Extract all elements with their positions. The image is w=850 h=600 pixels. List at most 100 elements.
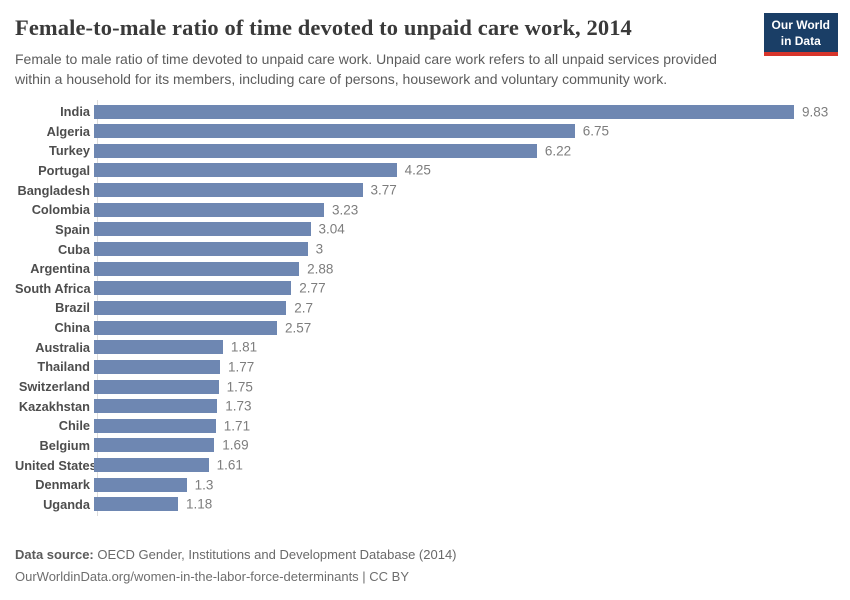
owid-logo[interactable]: Our World in Data [763,13,838,57]
country-label: Uganda [43,496,90,512]
country-label: Bangladesh [17,182,90,198]
bar-value-label: 1.71 [223,418,251,434]
bar-track: 1.69 [94,437,835,453]
bar-value-label: 1.73 [225,398,252,414]
bar-track: 1.75 [94,379,835,395]
country-label: Australia [35,339,90,355]
bar [94,261,300,276]
bar-row: Australia 1.81 [15,337,835,357]
bar [94,242,308,257]
owid-url-link[interactable]: OurWorldinData.org/women-in-the-labor-fo… [15,569,410,584]
bar-track: 1.71 [94,418,835,434]
bar-value-label: 2.7 [294,300,314,316]
bar-value-label: 2.88 [307,261,334,277]
bar-track: 3.04 [94,221,835,237]
bar-track: 2.77 [94,280,835,296]
bar [94,281,292,296]
bar-row: Colombia 3.23 [15,200,835,220]
bar [94,438,215,453]
bar-row: Thailand 1.77 [15,357,835,377]
bar-track: 6.22 [94,143,835,159]
bar-value-label: 2.57 [285,320,312,336]
bar-track: 1.61 [94,457,835,473]
country-label: Kazakhstan [18,398,90,414]
bar-value-label: 6.22 [544,143,572,159]
bar-value-label: 3.23 [332,202,359,218]
country-label: Argentina [30,261,90,277]
bar-row: Brazil 2.7 [15,298,835,318]
bar [94,477,187,492]
bar [94,300,287,315]
bar-track: 2.57 [94,320,835,336]
bar-row: Denmark 1.3 [15,475,835,495]
bar-value-label: 4.25 [404,162,431,178]
bar [94,379,219,394]
bar-row: Kazakhstan 1.73 [15,396,835,416]
bar-track: 1.18 [94,496,835,512]
bar-value-label: 1.18 [186,496,213,512]
bar-row: Chile 1.71 [15,416,835,436]
country-label: Belgium [39,437,90,453]
bar-row: Switzerland 1.75 [15,377,835,397]
bar [94,418,216,433]
bar-value-label: 6.75 [582,123,609,139]
bar-row: Turkey 6.22 [15,141,835,161]
bar-track: 3 [94,241,835,257]
chart-footer: Data source: OECD Gender, Institutions a… [15,544,457,588]
bar-chart: India 9.83 Algeria 6.75 Turkey 6.22 Port… [15,99,835,517]
owid-logo-line2: in Data [780,33,821,48]
bar-value-label: 3 [315,241,324,257]
bar-track: 1.77 [94,359,835,375]
bar [94,183,363,198]
country-label: Spain [55,221,90,237]
bar-track: 3.77 [94,183,835,198]
bar-value-label: 1.75 [226,379,253,395]
bar-row: Uganda 1.18 [15,495,835,515]
country-label: Thailand [37,359,90,375]
country-label: United States [15,457,97,473]
bar [94,124,575,139]
bar-row: Cuba 3 [15,239,835,259]
data-source-line: Data source: OECD Gender, Institutions a… [15,544,457,566]
bar-row: Spain 3.04 [15,220,835,240]
bar-value-label: 1.81 [230,339,258,355]
bar-row: India 9.83 [15,102,835,122]
bar-value-label: 9.83 [802,104,829,120]
bar-row: Portugal 4.25 [15,161,835,181]
country-label: South Africa [15,280,91,296]
bar-row: South Africa 2.77 [15,279,835,299]
bar-track: 4.25 [94,162,835,178]
bar-row: Bangladesh 3.77 [15,180,835,200]
bar-rows: India 9.83 Algeria 6.75 Turkey 6.22 Port… [15,102,835,514]
bar-value-label: 2.77 [299,280,326,296]
bar [94,143,537,158]
bar [94,359,220,374]
bar-value-label: 3.04 [318,221,345,237]
bar-track: 3.23 [94,202,835,218]
bar [94,163,397,178]
bar-value-label: 1.77 [228,359,255,375]
chart-header: Female-to-male ratio of time devoted to … [0,0,850,90]
bar-track: 6.75 [94,123,835,139]
chart-subtitle: Female to male ratio of time devoted to … [15,51,717,87]
bar-row: China 2.57 [15,318,835,338]
country-label: China [54,320,90,336]
bar-value-label: 1.69 [222,437,249,453]
country-label: Colombia [31,202,90,218]
bar-value-label: 1.61 [216,457,243,473]
country-label: Chile [58,418,90,434]
bar-track: 2.88 [94,261,835,277]
bar [94,222,311,237]
country-label: Turkey [48,143,90,159]
bar-track: 1.73 [94,398,835,414]
country-label: Algeria [46,123,90,139]
bar-row: Belgium 1.69 [15,436,835,456]
bar-row: United States 1.61 [15,455,835,475]
bar-track: 1.3 [94,477,835,493]
bar [94,497,178,512]
country-label: Brazil [55,300,90,316]
bar [94,399,218,414]
owid-logo-line1: Our World [771,18,830,32]
bar-value-label: 1.3 [194,477,214,493]
